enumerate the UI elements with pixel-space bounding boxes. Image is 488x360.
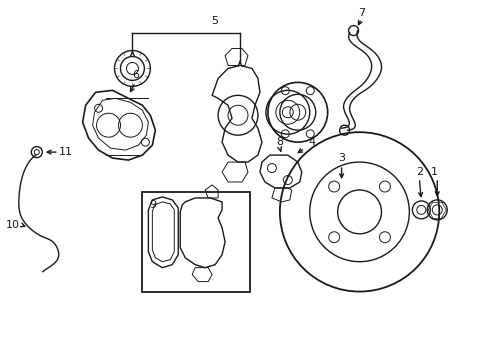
Text: 8: 8 (276, 137, 283, 147)
Text: 6: 6 (132, 71, 139, 80)
Text: 1: 1 (430, 167, 437, 177)
Text: 10: 10 (6, 220, 20, 230)
Text: 4: 4 (307, 137, 315, 147)
Bar (142, 192, 249, 292)
Text: 11: 11 (59, 147, 73, 157)
Text: 3: 3 (337, 153, 345, 163)
Text: 2: 2 (415, 167, 422, 177)
Text: 9: 9 (148, 200, 156, 210)
Text: 5: 5 (211, 15, 218, 26)
Text: 7: 7 (357, 8, 365, 18)
